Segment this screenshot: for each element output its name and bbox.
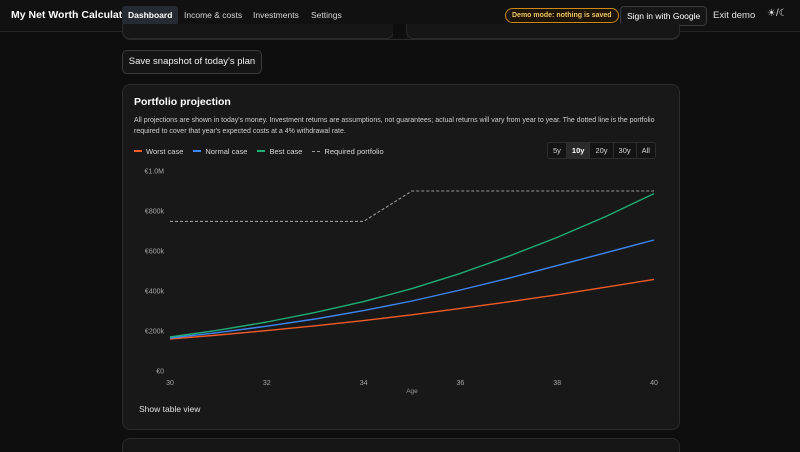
- portfolio-projection-card: Portfolio projection All projections are…: [122, 84, 680, 430]
- legend-swatch: [193, 150, 202, 152]
- nav-dashboard[interactable]: Dashboard: [122, 6, 179, 25]
- nav-settings[interactable]: Settings: [311, 10, 342, 20]
- chart-legend: Worst case Normal case Best case Require…: [134, 145, 384, 157]
- legend-swatch: [257, 150, 266, 152]
- app-title: My Net Worth Calculator: [11, 9, 133, 21]
- sun-moon-icon[interactable]: ☀/☾: [767, 8, 788, 19]
- card-title: Portfolio projection: [134, 96, 231, 108]
- nav-investments[interactable]: Investments: [253, 10, 299, 20]
- exit-demo-button[interactable]: Exit demo: [713, 10, 756, 21]
- demo-mode-badge: Demo mode: nothing is saved: [505, 8, 619, 23]
- next-card: [122, 438, 680, 452]
- previous-card-left: [123, 24, 394, 39]
- range-all[interactable]: All: [636, 143, 655, 158]
- legend-best-case[interactable]: Best case: [257, 145, 302, 157]
- sign-in-google-button[interactable]: Sign in with Google: [620, 6, 708, 26]
- range-5y[interactable]: 5y: [548, 143, 567, 158]
- range-10y[interactable]: 10y: [566, 143, 591, 158]
- show-table-view-link[interactable]: Show table view: [139, 404, 201, 414]
- legend-label: Normal case: [205, 146, 248, 156]
- legend-required-portfolio[interactable]: Required portfolio: [312, 145, 384, 157]
- legend-swatch: [134, 150, 142, 152]
- legend-normal-case[interactable]: Normal case: [193, 145, 247, 157]
- legend-swatch: [312, 150, 321, 152]
- save-snapshot-button[interactable]: Save snapshot of today's plan: [122, 50, 262, 74]
- legend-worst-case[interactable]: Worst case: [134, 145, 183, 157]
- previous-card-right: [406, 24, 679, 39]
- legend-label: Worst case: [146, 146, 184, 156]
- legend-label: Best case: [269, 146, 303, 156]
- range-20y[interactable]: 20y: [590, 143, 614, 158]
- nav-income-costs[interactable]: Income & costs: [184, 10, 243, 20]
- legend-label: Required portfolio: [324, 146, 384, 156]
- range-30y[interactable]: 30y: [613, 143, 637, 158]
- range-selector: 5y 10y 20y 30y All: [547, 142, 656, 159]
- previous-cards: [122, 24, 680, 40]
- card-description: All projections are shown in today's mon…: [134, 117, 655, 135]
